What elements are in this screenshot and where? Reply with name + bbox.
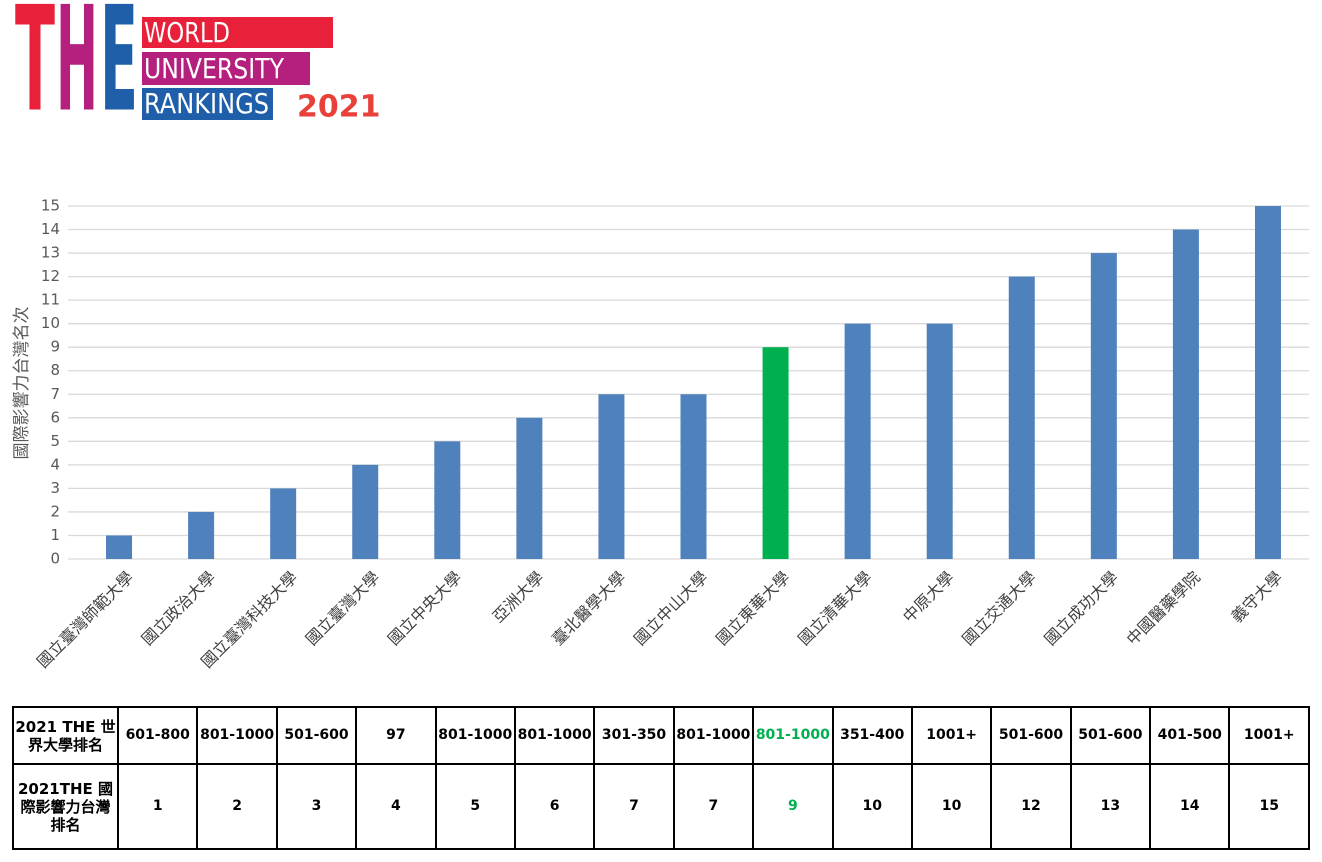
y-tick-label: 3 (50, 479, 60, 497)
x-tick-label: 國立成功大學 (1041, 568, 1122, 649)
table-cell: 1001+ (910, 705, 993, 766)
table-cell: 501-600 (990, 705, 1072, 766)
table-cell: 5 (434, 763, 516, 850)
y-axis-label: 國際影響力台灣名次 (12, 307, 32, 460)
x-tick-label: 國立交通大學 (958, 568, 1039, 649)
table-cell: 501-600 (1069, 705, 1152, 766)
y-tick-label: 14 (41, 220, 60, 238)
table-cell: 501-600 (275, 705, 358, 766)
y-tick-label: 10 (41, 314, 60, 332)
x-tick-label: 國立中央大學 (384, 568, 465, 649)
x-tick-label: 國立臺灣師範大學 (33, 568, 137, 672)
y-tick-label: 12 (41, 267, 60, 285)
y-tick-label: 6 (50, 408, 60, 426)
logo-bar (142, 52, 310, 85)
bar (188, 511, 215, 559)
y-tick-label: 8 (50, 361, 60, 379)
logo-text: UNIVERSITY (144, 52, 285, 85)
y-tick-label: 11 (41, 291, 60, 309)
table-cell: 97 (355, 705, 437, 766)
logo-letter: H (56, 0, 98, 145)
bar (680, 394, 707, 559)
bar (1008, 276, 1035, 559)
table-cell: 10 (910, 763, 993, 850)
y-tick-label: 13 (41, 244, 60, 262)
table-cell: 12 (990, 763, 1072, 850)
table-cell: 7 (593, 763, 675, 850)
table-cell: 351-400 (831, 705, 913, 766)
table-cell: 15 (1228, 763, 1310, 850)
x-tick-label: 臺北醫學大學 (548, 568, 629, 649)
table-cell: 401-500 (1149, 705, 1231, 766)
bar (106, 535, 133, 559)
table-cell: 801-1000 (513, 705, 596, 766)
logo-bar (142, 17, 333, 48)
table-cell: 301-350 (593, 705, 675, 766)
bar (1090, 253, 1117, 560)
bar (1254, 206, 1281, 559)
y-tick-label: 0 (50, 550, 60, 568)
x-tick-label: 義守大學 (1227, 568, 1286, 627)
x-tick-label: 亞洲大學 (489, 568, 548, 627)
table-row: 2021 THE 世界大學排名 601-800 801-1000 501-600 97 8… (12, 705, 1310, 766)
bar (598, 394, 625, 559)
logo-year: 2021 (297, 90, 381, 125)
table-cell: 1001+ (1228, 705, 1310, 766)
table-cell: 14 (1149, 763, 1231, 850)
bar (844, 323, 871, 559)
table-cell: 6 (513, 763, 596, 850)
x-tick-label: 國立政治大學 (138, 568, 219, 649)
y-tick-label: 7 (50, 385, 60, 403)
x-tick-label: 國立臺灣大學 (302, 568, 383, 649)
rank-table: 2021 THE 世界大學排名 601-800 801-1000 501-600 97 8… (12, 705, 1310, 850)
logo-letter: T (15, 0, 55, 145)
table-cell: 801-1000 (752, 705, 834, 766)
table-cell: 601-800 (116, 705, 199, 766)
logo-letter: E (100, 0, 138, 145)
table-cell: 10 (831, 763, 913, 850)
bar (1172, 229, 1199, 560)
logo-text: WORLD (144, 16, 230, 49)
x-tick-label: 國立清華大學 (794, 568, 875, 649)
table-cell: 801-1000 (434, 705, 516, 766)
x-tick-label: 中國醫藥學院 (1123, 568, 1204, 649)
bar (516, 417, 543, 559)
bar (352, 464, 379, 559)
x-tick-label: 國立東華大學 (712, 568, 793, 649)
table-cell: 13 (1069, 763, 1152, 850)
logo-bar (142, 88, 273, 120)
table-cell: 9 (752, 763, 834, 850)
table-cell: 7 (672, 763, 755, 850)
y-tick-label: 15 (41, 197, 60, 215)
table-row: 2021THE 國際影響力台灣排名 1 2 3 4 5 6 7 7 9 10 10 12 13 14 15 (12, 763, 1310, 850)
chart: T H E WORLD UNIVERSITY RANKINGS 2021 國際影… (12, 0, 1309, 672)
y-tick-label: 1 (50, 526, 60, 544)
row-header: 2021 THE 世界大學排名 (12, 705, 119, 766)
y-tick-label: 9 (50, 338, 60, 356)
row-header: 2021THE 國際影響力台灣排名 (12, 763, 119, 850)
x-tick-label: 國立中山大學 (630, 568, 711, 649)
table-cell: 2 (196, 763, 278, 850)
x-tick-label: 中原大學 (899, 568, 958, 627)
y-tick-label: 5 (50, 432, 60, 450)
bar (434, 441, 461, 559)
table-cell: 1 (116, 763, 199, 850)
bar (762, 347, 789, 559)
y-tick-label: 2 (50, 502, 60, 520)
bar (270, 488, 297, 559)
logo-text: RANKINGS (144, 87, 269, 120)
table-cell: 3 (275, 763, 358, 850)
y-tick-label: 4 (50, 455, 60, 473)
table-cell: 801-1000 (672, 705, 755, 766)
table-cell: 4 (355, 763, 437, 850)
bar (926, 323, 953, 559)
table-cell: 801-1000 (196, 705, 278, 766)
